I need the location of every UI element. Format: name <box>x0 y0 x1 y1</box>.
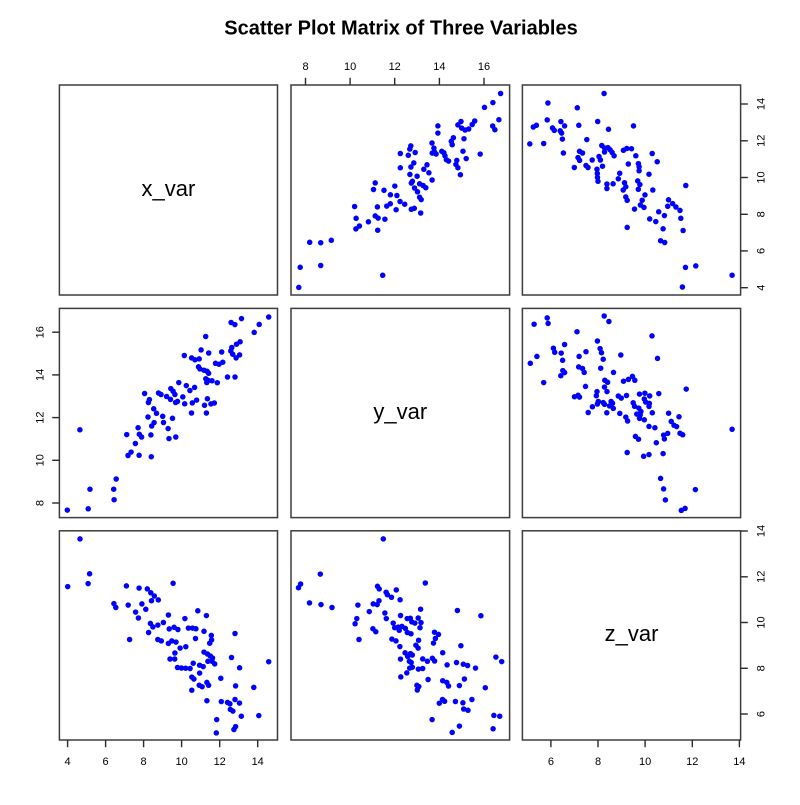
svg-text:8: 8 <box>595 756 601 768</box>
svg-text:12: 12 <box>755 135 767 147</box>
svg-text:14: 14 <box>252 756 264 768</box>
svg-text:8: 8 <box>755 211 767 217</box>
svg-text:16: 16 <box>478 61 490 73</box>
svg-text:6: 6 <box>755 248 767 254</box>
svg-text:16: 16 <box>35 326 47 338</box>
svg-text:4: 4 <box>755 285 767 291</box>
svg-text:6: 6 <box>755 711 767 717</box>
svg-text:8: 8 <box>141 756 147 768</box>
svg-text:14: 14 <box>433 61 445 73</box>
svg-text:10: 10 <box>344 61 356 73</box>
svg-text:10: 10 <box>639 756 651 768</box>
svg-text:10: 10 <box>35 454 47 466</box>
svg-text:12: 12 <box>755 571 767 583</box>
svg-text:12: 12 <box>389 61 401 73</box>
svg-text:6: 6 <box>103 756 109 768</box>
svg-text:6: 6 <box>548 756 554 768</box>
svg-text:10: 10 <box>755 171 767 183</box>
svg-text:y_var: y_var <box>373 399 427 424</box>
svg-text:14: 14 <box>755 98 767 110</box>
svg-text:10: 10 <box>755 616 767 628</box>
svg-text:4: 4 <box>65 756 71 768</box>
svg-text:x_var: x_var <box>142 176 196 201</box>
svg-text:8: 8 <box>35 500 47 506</box>
svg-text:14: 14 <box>35 369 47 381</box>
svg-text:8: 8 <box>755 665 767 671</box>
svg-text:12: 12 <box>214 756 226 768</box>
svg-text:8: 8 <box>302 61 308 73</box>
svg-text:Scatter Plot Matrix of Three V: Scatter Plot Matrix of Three Variables <box>224 18 577 40</box>
svg-text:12: 12 <box>686 756 698 768</box>
svg-text:14: 14 <box>755 525 767 537</box>
svg-text:10: 10 <box>175 756 187 768</box>
svg-text:12: 12 <box>35 411 47 423</box>
svg-text:14: 14 <box>733 756 745 768</box>
svg-text:z_var: z_var <box>605 621 659 646</box>
